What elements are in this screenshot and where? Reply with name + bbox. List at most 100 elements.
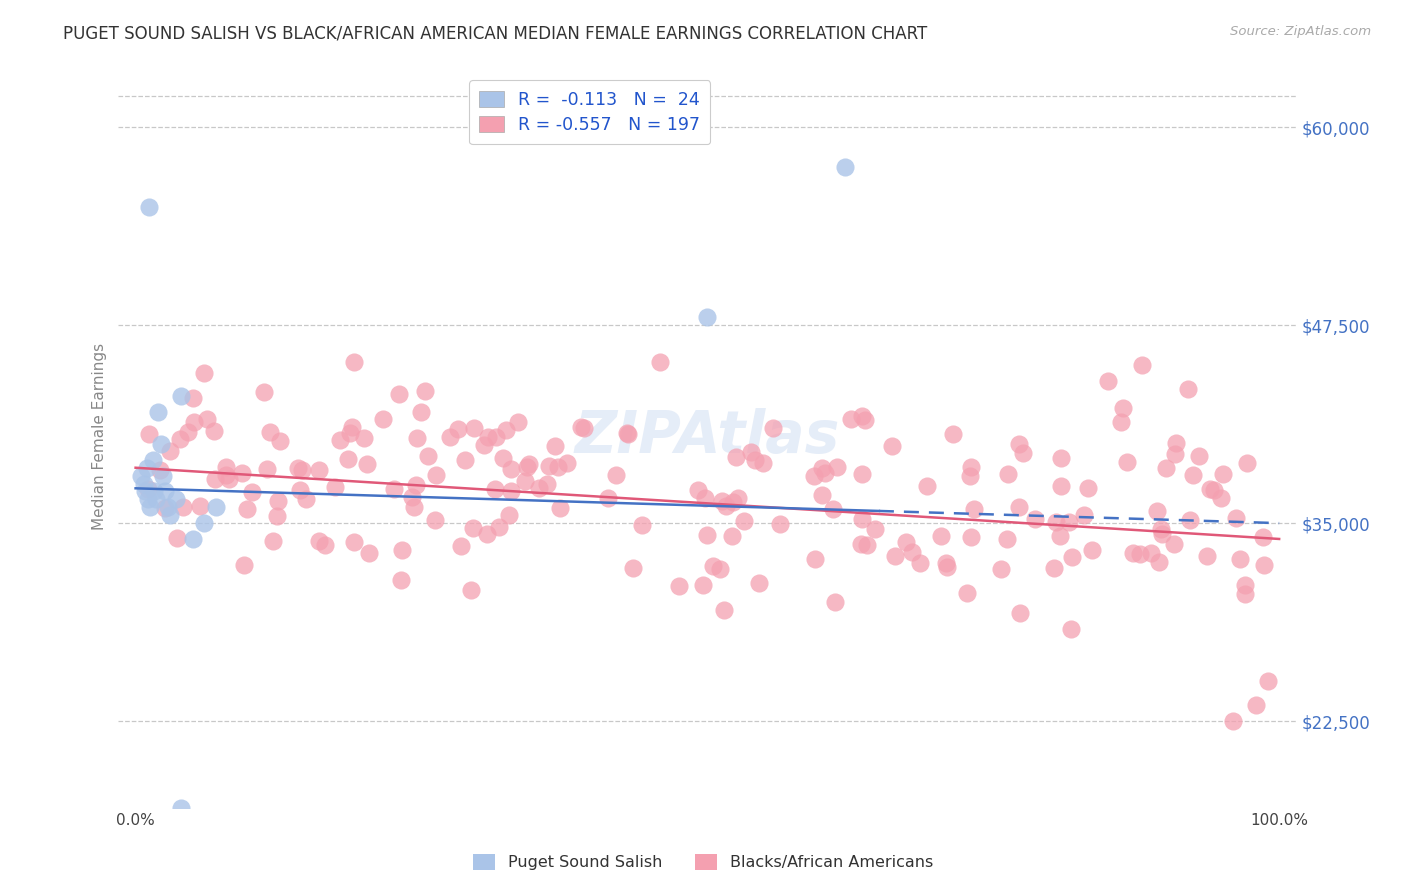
- Point: [1233, 587, 1256, 601]
- Point: [855, 538, 877, 552]
- Text: ZIPAtlas: ZIPAtlas: [575, 408, 839, 465]
- Point: [131, 468, 153, 483]
- Point: [295, 491, 318, 506]
- Point: [702, 558, 724, 573]
- Point: [538, 458, 561, 473]
- Point: [1253, 558, 1275, 573]
- Point: [159, 443, 181, 458]
- Point: [1233, 578, 1256, 592]
- Point: [183, 415, 205, 429]
- Point: [382, 483, 405, 497]
- Point: [477, 526, 499, 541]
- Point: [1199, 482, 1222, 496]
- Point: [696, 528, 718, 542]
- Point: [997, 467, 1019, 481]
- Point: [963, 501, 986, 516]
- Point: [1122, 546, 1144, 560]
- Point: [1109, 415, 1132, 429]
- Point: [882, 439, 904, 453]
- Point: [1197, 549, 1219, 564]
- Point: [995, 532, 1018, 546]
- Point: [1024, 512, 1046, 526]
- Point: [527, 481, 550, 495]
- Point: [202, 424, 225, 438]
- Point: [337, 452, 360, 467]
- Point: [865, 523, 887, 537]
- Point: [709, 562, 731, 576]
- Point: [851, 467, 873, 481]
- Point: [839, 412, 862, 426]
- Point: [762, 421, 785, 435]
- Point: [936, 559, 959, 574]
- Point: [142, 452, 165, 467]
- Point: [136, 492, 159, 507]
- Point: [231, 466, 253, 480]
- Point: [803, 469, 825, 483]
- Point: [138, 426, 160, 441]
- Point: [388, 387, 411, 401]
- Point: [501, 461, 523, 475]
- Point: [849, 537, 872, 551]
- Point: [152, 468, 174, 483]
- Point: [1150, 522, 1173, 536]
- Point: [1008, 607, 1031, 621]
- Point: [450, 540, 472, 554]
- Point: [142, 484, 165, 499]
- Point: [153, 500, 176, 515]
- Point: [917, 479, 939, 493]
- Point: [733, 514, 755, 528]
- Point: [155, 484, 177, 499]
- Point: [193, 366, 215, 380]
- Point: [1149, 555, 1171, 569]
- Point: [548, 500, 571, 515]
- Point: [650, 355, 672, 369]
- Point: [413, 384, 436, 398]
- Point: [204, 472, 226, 486]
- Point: [291, 463, 314, 477]
- Point: [488, 520, 510, 534]
- Point: [267, 494, 290, 508]
- Point: [1060, 622, 1083, 636]
- Point: [236, 502, 259, 516]
- Point: [1188, 449, 1211, 463]
- Point: [851, 409, 873, 424]
- Y-axis label: Median Female Earnings: Median Female Earnings: [93, 343, 107, 530]
- Point: [959, 530, 981, 544]
- Point: [132, 476, 155, 491]
- Point: [1251, 530, 1274, 544]
- Point: [356, 457, 378, 471]
- Point: [557, 456, 579, 470]
- Point: [804, 552, 827, 566]
- Point: [693, 491, 716, 506]
- Text: PUGET SOUND SALISH VS BLACK/AFRICAN AMERICAN MEDIAN FEMALE EARNINGS CORRELATION : PUGET SOUND SALISH VS BLACK/AFRICAN AMER…: [63, 25, 928, 43]
- Point: [519, 457, 541, 471]
- Point: [1050, 479, 1073, 493]
- Point: [134, 484, 156, 499]
- Point: [498, 508, 520, 522]
- Point: [814, 467, 837, 481]
- Point: [621, 561, 644, 575]
- Point: [935, 557, 957, 571]
- Point: [501, 483, 523, 498]
- Point: [136, 460, 159, 475]
- Point: [1164, 447, 1187, 461]
- Point: [536, 477, 558, 491]
- Point: [692, 578, 714, 592]
- Point: [485, 429, 508, 443]
- Point: [165, 492, 187, 507]
- Point: [1007, 500, 1029, 514]
- Point: [929, 529, 952, 543]
- Point: [1222, 714, 1244, 728]
- Point: [1062, 550, 1084, 565]
- Text: Source: ZipAtlas.com: Source: ZipAtlas.com: [1230, 25, 1371, 38]
- Point: [262, 533, 284, 548]
- Point: [256, 462, 278, 476]
- Point: [1204, 483, 1226, 497]
- Point: [170, 801, 193, 815]
- Point: [515, 475, 537, 489]
- Legend: R =  -0.113   N =  24, R = -0.557   N = 197: R = -0.113 N = 24, R = -0.557 N = 197: [470, 80, 710, 145]
- Point: [1182, 468, 1205, 483]
- Point: [353, 431, 375, 445]
- Point: [461, 521, 484, 535]
- Point: [901, 544, 924, 558]
